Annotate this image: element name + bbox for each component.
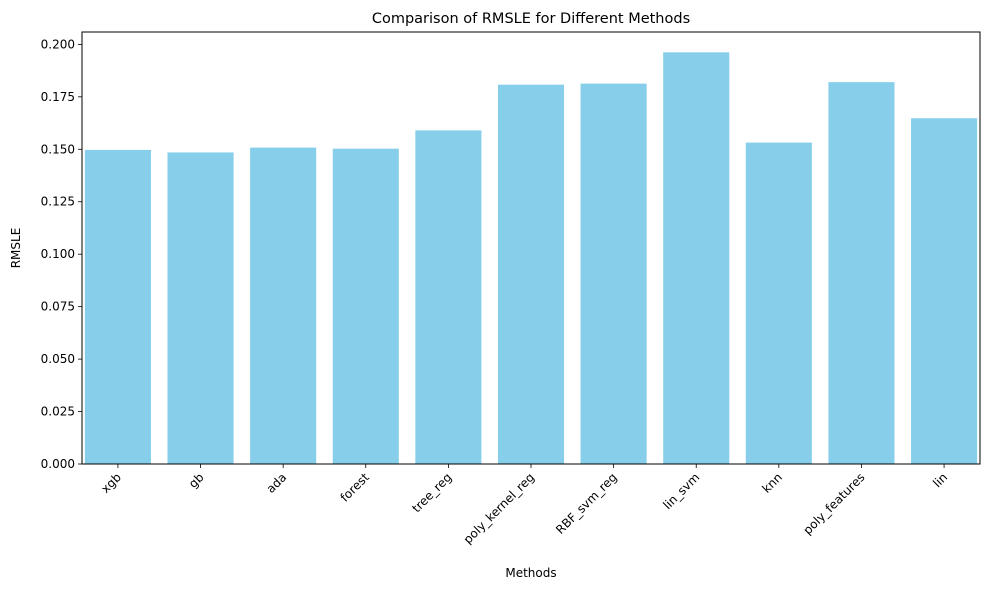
y-tick-label: 0.025: [41, 405, 75, 419]
bar-poly_features: [828, 82, 895, 465]
bar-knn: [745, 142, 812, 464]
y-tick-label: 0.125: [41, 195, 75, 209]
y-tick-label: 0.150: [41, 142, 75, 156]
chart-title: Comparison of RMSLE for Different Method…: [372, 11, 690, 27]
bar-tree_reg: [415, 130, 482, 464]
y-tick-label: 0.200: [41, 37, 75, 51]
bar-ada: [250, 147, 317, 464]
bar-lin_svm: [663, 52, 730, 465]
plot-area-frame: [81, 31, 981, 465]
y-axis-ticks: 0.000 0.025 0.050 0.075 0.100 0.125 0.150 0.175…: [41, 37, 82, 471]
bar-forest: [332, 148, 399, 464]
bar-xgb: [84, 149, 151, 464]
y-axis-label: RMSLE: [9, 228, 23, 269]
x-axis-label: Methods: [505, 566, 556, 580]
bars-group: [84, 52, 978, 465]
y-tick-label: 0.050: [41, 352, 75, 366]
y-tick-label: 0.100: [41, 247, 75, 261]
bar-gb: [167, 152, 234, 464]
bar-poly_kernel_reg: [497, 84, 565, 464]
y-tick-label: 0.000: [41, 457, 75, 471]
y-tick-label: 0.075: [41, 300, 75, 314]
bar-lin: [911, 118, 978, 465]
y-tick-label: 0.175: [41, 90, 75, 104]
bar-RBF_svm_reg: [580, 83, 647, 464]
